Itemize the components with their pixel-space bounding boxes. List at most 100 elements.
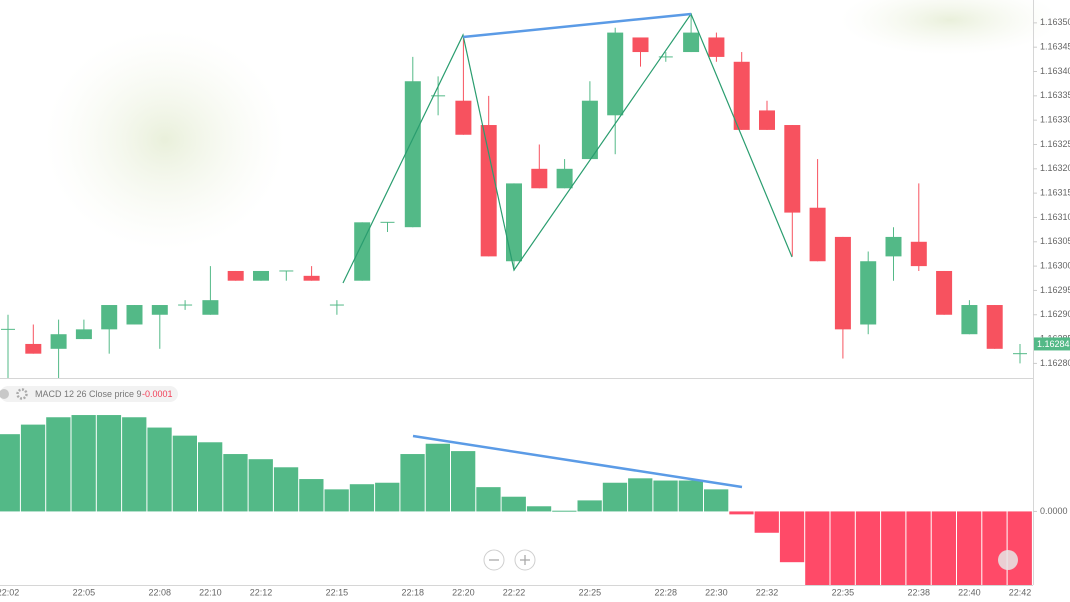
histogram-bar xyxy=(805,511,830,585)
x-tick-label: 22:10 xyxy=(199,587,222,597)
y-tick-label: 1.16315 xyxy=(1040,188,1070,198)
histogram-bar xyxy=(273,467,299,512)
candle-body xyxy=(126,305,143,325)
histogram-bar xyxy=(577,500,602,512)
candle-body xyxy=(733,61,750,130)
indicator-value: -0.0001 xyxy=(142,389,173,399)
histogram-bar xyxy=(172,435,197,512)
indicator-title: MACD 12 26 Close price 9 xyxy=(35,389,142,399)
histogram-bar xyxy=(906,511,931,585)
price-panel xyxy=(1,13,1027,378)
x-tick-label: 22:38 xyxy=(908,587,931,597)
x-tick-label: 22:05 xyxy=(73,587,96,597)
candle-body xyxy=(227,270,244,281)
last-price-label: 1.16284 xyxy=(1037,339,1070,349)
y-tick-label: 1.16310 xyxy=(1040,212,1070,222)
x-tick-label: 22:28 xyxy=(655,587,678,597)
x-tick-label: 22:20 xyxy=(452,587,475,597)
histogram-bar xyxy=(20,424,46,512)
histogram-bar xyxy=(830,511,855,585)
y-tick-label: 0.0000 xyxy=(1040,506,1068,516)
histogram-bar xyxy=(1007,511,1032,585)
y-tick-label: 1.16350 xyxy=(1040,17,1070,27)
x-tick-label: 22:25 xyxy=(579,587,602,597)
x-tick-label: 22:18 xyxy=(402,587,425,597)
x-tick-label: 22:42 xyxy=(1009,587,1032,597)
candle-body xyxy=(303,275,320,281)
zigzag-line xyxy=(342,12,793,284)
last-price-box xyxy=(1034,337,1070,351)
histogram-bar xyxy=(526,506,552,512)
histogram-bar xyxy=(855,511,881,585)
histogram-bar xyxy=(552,510,577,512)
histogram-bar xyxy=(0,434,20,512)
y-tick-label: 1.16300 xyxy=(1040,260,1070,270)
y-tick-label: 1.16340 xyxy=(1040,66,1070,76)
y-tick-label: 1.16280 xyxy=(1040,358,1070,368)
histogram-bar xyxy=(248,459,273,512)
histogram-bar xyxy=(147,427,172,512)
candle-body xyxy=(354,222,371,281)
x-tick-label: 22:32 xyxy=(756,587,779,597)
candle-body xyxy=(202,300,219,315)
candle-body xyxy=(759,110,775,130)
y-tick-label: 1.16325 xyxy=(1040,139,1070,149)
trend-line xyxy=(412,434,743,489)
candle-body xyxy=(75,329,92,340)
x-tick-label: 22:30 xyxy=(705,587,728,597)
zoom-in-button[interactable] xyxy=(514,549,536,571)
histogram-bar xyxy=(779,511,805,563)
candle-body xyxy=(25,343,42,354)
y-tick-label: 1.16290 xyxy=(1040,309,1070,319)
candle-body xyxy=(506,183,522,262)
macd-panel xyxy=(0,415,1032,585)
candle-body xyxy=(784,125,801,213)
candle-body xyxy=(556,168,573,189)
close-icon[interactable] xyxy=(0,389,9,399)
candle-body xyxy=(936,270,953,315)
histogram-bar xyxy=(324,489,349,512)
background-wash xyxy=(45,30,285,250)
x-tick-label: 22:40 xyxy=(958,587,981,597)
histogram-bar xyxy=(931,511,956,585)
candle-body xyxy=(683,32,700,53)
histogram-bar xyxy=(678,480,703,512)
candle-body xyxy=(632,37,649,53)
candle-body xyxy=(885,236,902,257)
x-tick-label: 22:08 xyxy=(149,587,172,597)
histogram-bar xyxy=(71,415,96,512)
histogram-bar xyxy=(299,479,324,512)
histogram-bar xyxy=(349,484,375,512)
histogram-bar xyxy=(223,454,248,512)
histogram-bar xyxy=(451,451,476,512)
indicator-header xyxy=(0,386,178,402)
scroll-handle[interactable] xyxy=(998,550,1018,570)
histogram-bar xyxy=(198,442,223,512)
x-tick-label: 22:02 xyxy=(0,587,19,597)
histogram-bar xyxy=(754,511,779,533)
y-tick-label: 1.16305 xyxy=(1040,236,1070,246)
candle-body xyxy=(607,32,624,116)
x-tick-label: 22:35 xyxy=(832,587,855,597)
candle-body xyxy=(151,305,168,315)
histogram-bar xyxy=(982,511,1007,585)
candle-body xyxy=(986,305,1003,349)
candle-body xyxy=(809,207,826,262)
candle-body xyxy=(708,37,725,57)
histogram-bar xyxy=(704,489,729,512)
y-tick-label: 1.16345 xyxy=(1040,42,1070,52)
histogram-bar xyxy=(425,443,450,512)
candle-body xyxy=(910,241,927,267)
candle-body xyxy=(961,305,978,335)
candle-body xyxy=(860,261,877,325)
settings-icon[interactable] xyxy=(16,388,28,400)
trend-line xyxy=(462,12,692,39)
histogram-bar xyxy=(628,478,653,512)
candle-body xyxy=(834,236,851,330)
candle-body xyxy=(404,81,421,228)
x-tick-label: 22:12 xyxy=(250,587,273,597)
zoom-out-button[interactable] xyxy=(483,549,505,571)
candle-body xyxy=(531,168,548,189)
